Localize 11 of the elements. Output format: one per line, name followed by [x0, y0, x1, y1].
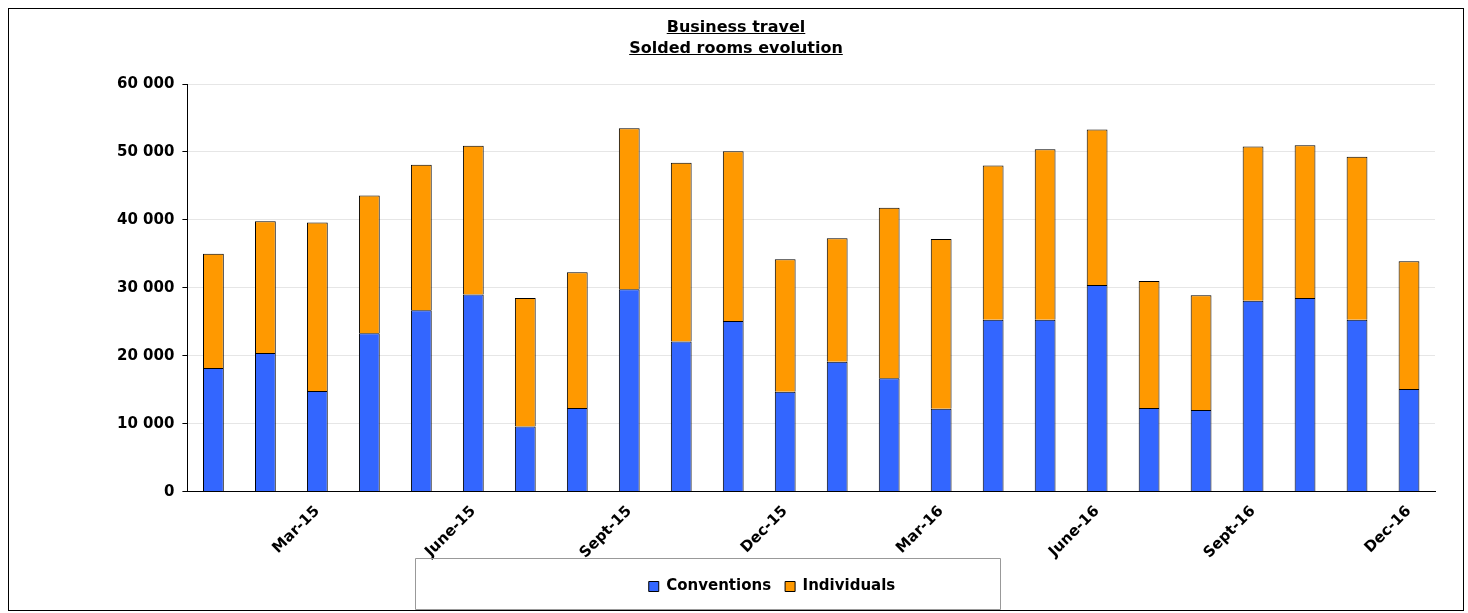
chart-subtitle: Solded rooms evolution — [628, 38, 844, 57]
legend-label: Individuals — [802, 576, 896, 595]
y-tick-label: 20 000 — [116, 345, 175, 364]
legend-label: Conventions — [666, 576, 772, 595]
y-tick-label: 40 000 — [116, 209, 175, 228]
y-tick-label: 50 000 — [116, 141, 175, 160]
y-tick-label: 0 — [163, 481, 175, 500]
y-tick-label: 60 000 — [116, 73, 175, 92]
y-tick-label: 30 000 — [116, 277, 175, 296]
chart-title: Business travel — [665, 17, 807, 36]
y-tick-label: 10 000 — [116, 413, 175, 432]
